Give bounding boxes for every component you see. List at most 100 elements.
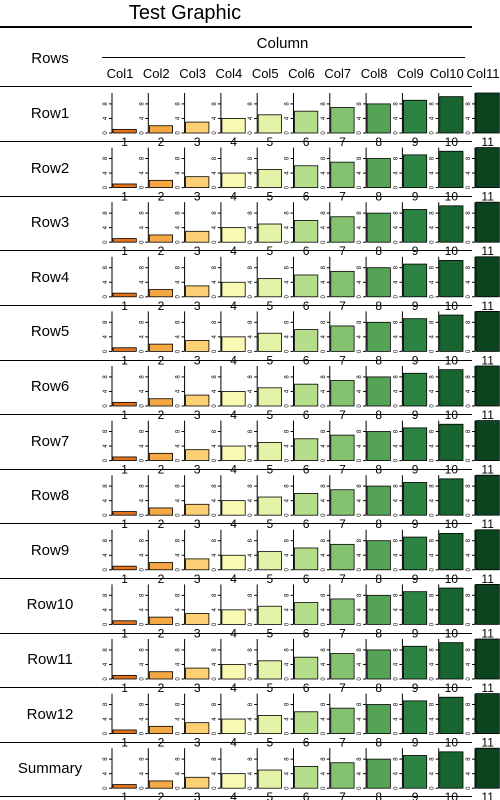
bar (366, 485, 391, 516)
bar (148, 289, 174, 298)
x-tick-label: 3 (194, 463, 201, 477)
bar (366, 594, 391, 625)
y-tick-label: 4 (357, 280, 363, 284)
bar (221, 227, 246, 243)
y-tick-label: 4 (393, 280, 399, 284)
row-label: Row4 (30, 268, 70, 286)
y-tick-label: 0 (176, 513, 182, 517)
y-tick-label: 4 (176, 171, 182, 175)
x-tick-label: 6 (303, 135, 310, 149)
y-tick-label: 0 (393, 458, 399, 462)
bar (185, 230, 210, 243)
y-tick-label: 4 (321, 389, 327, 393)
y-tick-label: 0 (357, 622, 363, 626)
bar (475, 310, 500, 352)
row-separator (0, 414, 472, 416)
y-tick-label: 8 (139, 757, 145, 761)
y-tick-label: 0 (430, 513, 436, 517)
x-tick-label: 10 (445, 681, 459, 695)
y-tick-label: 0 (212, 567, 218, 571)
bar (330, 380, 355, 407)
y-tick-label: 4 (139, 389, 145, 393)
y-tick-label: 0 (103, 404, 109, 408)
y-tick-label: 0 (139, 622, 145, 626)
y-tick-label: 8 (103, 156, 109, 160)
row-label: Row8 (30, 487, 70, 505)
x-tick-label: 10 (445, 572, 459, 586)
y-tick-label: 8 (430, 429, 436, 433)
y-tick-label: 0 (285, 185, 291, 189)
y-tick-label: 8 (248, 757, 254, 761)
y-tick-label: 8 (285, 484, 291, 488)
y-tick-label: 8 (357, 102, 363, 106)
column-label: Col9 (397, 66, 424, 81)
y-tick-label: 0 (176, 240, 182, 244)
y-tick-label: 8 (393, 757, 399, 761)
bar (366, 649, 391, 680)
bar (294, 438, 319, 462)
x-tick-label: 1 (121, 572, 128, 586)
bar (221, 664, 246, 680)
y-tick-label: 0 (248, 567, 254, 571)
y-tick-label: 8 (103, 593, 109, 597)
bar (221, 718, 246, 735)
header-rule (0, 86, 472, 87)
row-separator (0, 632, 472, 634)
x-tick-label: 6 (303, 299, 310, 313)
x-tick-label: 9 (412, 135, 419, 149)
x-tick-label: 1 (121, 790, 128, 800)
y-tick-label: 4 (212, 280, 218, 284)
y-tick-label: 0 (285, 131, 291, 135)
x-tick-label: 2 (158, 353, 165, 367)
y-tick-label: 8 (212, 702, 218, 706)
y-tick-label: 4 (285, 389, 291, 393)
y-tick-label: 0 (321, 185, 327, 189)
bar (402, 700, 428, 735)
bar (257, 278, 282, 298)
y-tick-label: 0 (139, 731, 145, 735)
y-tick-label: 4 (321, 225, 327, 229)
row-label: Row10 (26, 596, 74, 614)
bar (475, 256, 500, 298)
x-tick-label: 10 (445, 244, 459, 258)
x-tick-label: 6 (303, 572, 310, 586)
bar (366, 212, 391, 243)
column-label: Col2 (142, 66, 170, 81)
y-tick-label: 0 (466, 622, 472, 626)
y-tick-label: 0 (430, 131, 436, 135)
x-tick-label: 8 (375, 626, 382, 640)
y-tick-label: 8 (321, 320, 327, 324)
x-tick-label: 8 (375, 190, 382, 204)
x-tick-label: 10 (445, 463, 459, 477)
y-tick-label: 4 (248, 389, 254, 393)
x-tick-label: 5 (267, 190, 274, 204)
y-tick-label: 8 (285, 102, 291, 106)
y-tick-label: 0 (466, 131, 472, 135)
bar (402, 372, 428, 407)
bar (366, 758, 391, 789)
rows-header: Rows (31, 50, 69, 67)
x-tick-label: 1 (121, 408, 128, 422)
x-tick-label: 5 (267, 736, 274, 750)
bar (439, 478, 464, 516)
x-tick-label: 4 (230, 244, 237, 258)
y-tick-label: 0 (103, 458, 109, 462)
x-tick-label: 1 (121, 353, 128, 367)
y-tick-label: 8 (393, 648, 399, 652)
bar (112, 456, 137, 461)
y-tick-label: 4 (212, 389, 218, 393)
row-label: Row2 (30, 159, 70, 177)
y-tick-label: 0 (139, 294, 145, 298)
y-tick-label: 8 (285, 593, 291, 597)
bar (475, 92, 500, 134)
y-tick-label: 0 (176, 131, 182, 135)
y-tick-label: 4 (466, 171, 472, 175)
bar (294, 329, 319, 352)
y-tick-label: 4 (430, 498, 436, 502)
row-label: Summary (17, 760, 83, 778)
y-tick-label: 8 (248, 648, 254, 652)
x-tick-label: 2 (158, 299, 165, 313)
y-tick-label: 8 (176, 648, 182, 652)
bar (112, 238, 137, 243)
bar (402, 209, 428, 243)
